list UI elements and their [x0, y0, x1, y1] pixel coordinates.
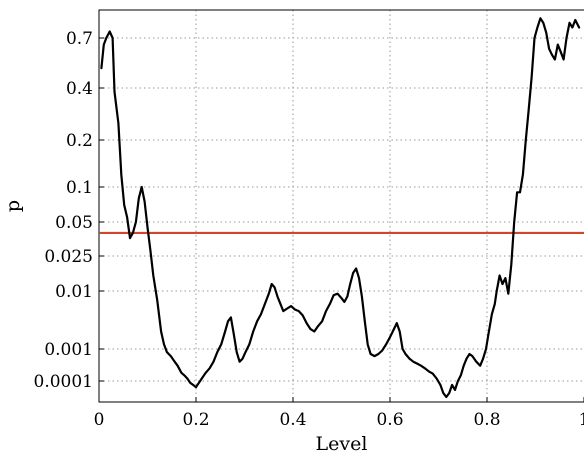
x-tick-label: 0 — [94, 410, 105, 430]
y-tick-label: 0.7 — [66, 29, 93, 49]
y-axis-label: p — [2, 200, 24, 212]
x-tick-label: 0.4 — [279, 410, 306, 430]
tick-labels: 0 0.2 0.4 0.6 0.8 1 0.7 0.4 0.2 0.1 0.05 0.025 0.01 0… — [34, 29, 584, 430]
x-tick-label: 0.2 — [182, 410, 209, 430]
series-layer — [100, 17, 581, 399]
y-tick-label: 0.025 — [44, 247, 93, 267]
plot-area-frame — [98, 9, 584, 403]
x-axis-label: Level — [316, 433, 368, 455]
y-tick-label: 0.2 — [66, 131, 93, 151]
y-tick-label: 0.0001 — [34, 372, 93, 392]
y-tick-label: 0.05 — [55, 213, 93, 233]
x-tick-label: 1 — [579, 410, 584, 430]
y-tick-label: 0.4 — [66, 79, 93, 99]
y-tick-label: 0.01 — [55, 282, 93, 302]
series-line — [100, 17, 581, 399]
axis-ticks — [98, 37, 584, 402]
x-tick-label: 0.6 — [376, 410, 403, 430]
x-tick-label: 0.8 — [473, 410, 500, 430]
y-tick-label: 0.1 — [66, 178, 93, 198]
grid — [99, 10, 584, 402]
y-tick-label: 0.001 — [44, 340, 93, 360]
